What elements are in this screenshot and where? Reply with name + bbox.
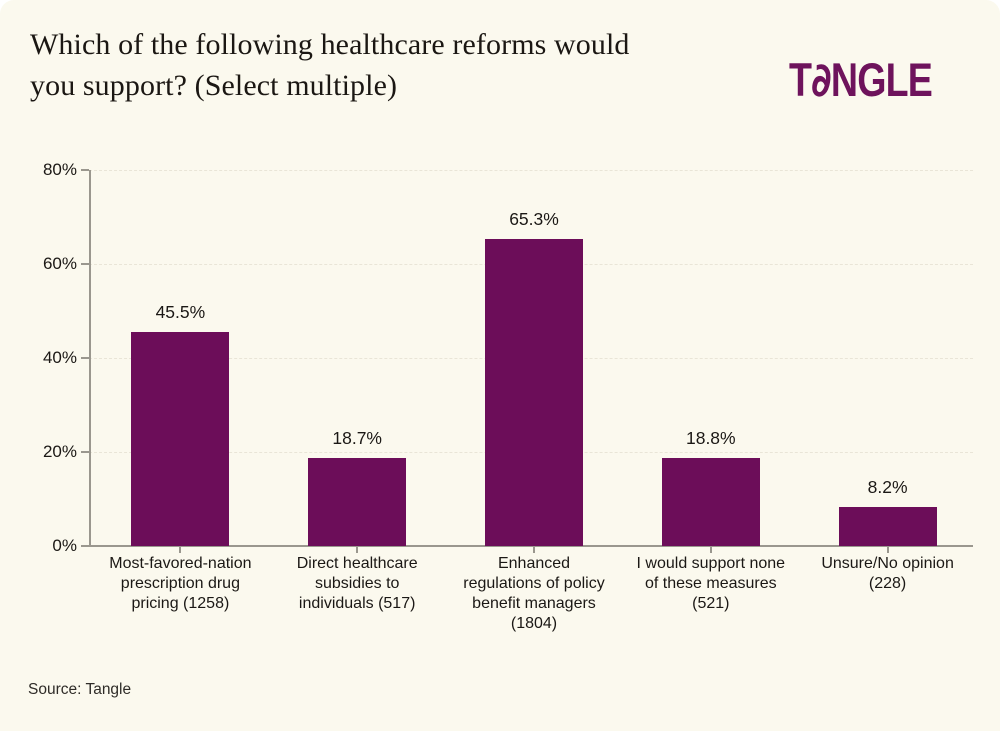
title-line-1: Which of the following healthcare reform… bbox=[30, 28, 630, 61]
y-axis-tick bbox=[81, 545, 89, 547]
x-axis-tick bbox=[179, 546, 182, 553]
bar bbox=[838, 507, 937, 546]
y-axis-label: 0% bbox=[52, 536, 77, 555]
x-axis-tick bbox=[709, 546, 712, 553]
x-axis-category-label: Most-favored-nation prescription drug pr… bbox=[109, 555, 252, 612]
bar bbox=[661, 457, 760, 546]
bar-value-label: 45.5% bbox=[155, 302, 206, 323]
bar-value-label: 18.8% bbox=[685, 427, 736, 448]
bar-value-label: 8.2% bbox=[867, 477, 908, 498]
bar bbox=[131, 332, 230, 546]
y-axis-label: 60% bbox=[42, 254, 77, 273]
y-axis-label: 20% bbox=[42, 442, 77, 461]
x-axis bbox=[89, 545, 973, 547]
title-line-2: you support? (Select multiple) bbox=[30, 69, 398, 103]
x-axis-tick bbox=[533, 546, 535, 553]
y-gridline bbox=[89, 170, 973, 171]
x-axis-category-label: Unsure/No opinion (228) bbox=[821, 555, 954, 592]
x-axis-category-label: I would support none of these measures (… bbox=[636, 555, 786, 612]
y-axis-tick bbox=[81, 263, 89, 265]
x-axis-tick bbox=[356, 546, 359, 553]
bar bbox=[308, 458, 407, 546]
tangle-logo: T∂NGLE bbox=[789, 52, 933, 108]
y-axis bbox=[89, 170, 91, 547]
bar bbox=[485, 239, 583, 546]
logo-stylized-a-icon: ∂ bbox=[811, 53, 831, 108]
y-axis-label: 80% bbox=[42, 160, 77, 179]
bar-value-label: 65.3% bbox=[509, 209, 559, 230]
logo-letter-t: T bbox=[789, 53, 812, 106]
logo-letters-ngle: NGLE bbox=[830, 53, 933, 106]
page-title: Which of the following healthcare reform… bbox=[30, 24, 750, 107]
bar-value-label: 18.7% bbox=[332, 428, 382, 449]
source-caption: Source: Tangle bbox=[28, 681, 132, 698]
y-axis-tick bbox=[81, 357, 89, 359]
x-axis-tick bbox=[886, 546, 889, 553]
y-axis-tick bbox=[81, 451, 89, 453]
x-axis-category-label: Direct healthcare subsidies to individua… bbox=[296, 555, 418, 612]
y-axis-label: 40% bbox=[42, 348, 77, 367]
x-axis-category-label: Enhanced regulations of policy benefit m… bbox=[463, 555, 605, 632]
y-axis-tick bbox=[81, 169, 89, 171]
